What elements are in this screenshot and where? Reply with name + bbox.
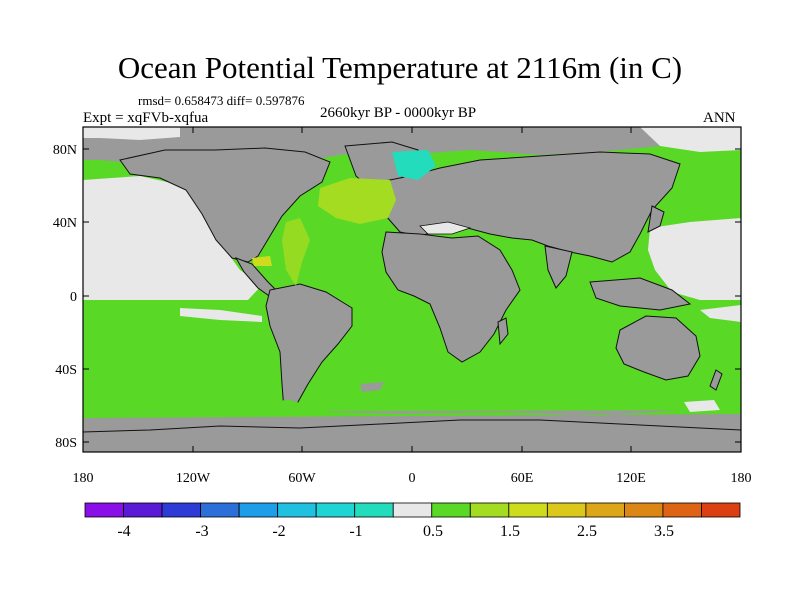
colorbar-box xyxy=(469,502,510,518)
plot-title: Ocean Potential Temperature at 2116m (in… xyxy=(117,50,683,85)
east-pacific-neutral-band xyxy=(180,308,262,322)
colorbar-label: -3 xyxy=(195,523,208,540)
rmsd-diff-text: rmsd= 0.658473 diff= 0.597876 xyxy=(138,93,305,108)
season-label: ANN xyxy=(703,110,736,126)
colorbar-label: 3.5 xyxy=(654,523,674,540)
colorbar-box xyxy=(701,502,741,518)
arctic-neutral-patch xyxy=(83,127,180,140)
colorbar-box xyxy=(277,502,317,518)
lat-label: 40S xyxy=(55,363,77,378)
longitude-axis: 180 120W 60W 0 60E 120E 180 xyxy=(73,127,752,486)
colorbar-label: -1 xyxy=(349,523,362,540)
experiment-label: Expt = xqFVb-xqfua xyxy=(83,110,209,126)
nordic-seas-cool-anomaly xyxy=(392,150,436,180)
india xyxy=(544,245,573,289)
madagascar xyxy=(497,317,509,346)
colorbar xyxy=(84,502,741,518)
lon-label: 120W xyxy=(176,471,211,486)
colorbar-label: -2 xyxy=(272,523,285,540)
colorbar-box xyxy=(585,502,625,518)
lat-label: 80S xyxy=(55,436,77,451)
africa xyxy=(381,231,521,363)
period-label: 2660kyr BP - 0000kyr BP xyxy=(320,105,477,121)
antarctica-coast xyxy=(83,419,741,433)
colorbar-box xyxy=(431,502,471,518)
colorbar-box xyxy=(84,502,124,518)
lon-label: 60W xyxy=(288,471,316,486)
arctic-neutral-patch-east xyxy=(640,127,741,152)
mediterranean xyxy=(419,221,472,235)
maritime-continent xyxy=(589,277,692,311)
colorbar-labels: -4 -3 -2 -1 0.5 1.5 2.5 3.5 xyxy=(117,523,674,540)
colorbar-box xyxy=(123,502,163,518)
lon-label: 120E xyxy=(616,471,646,486)
south-america xyxy=(265,283,353,415)
australia xyxy=(615,315,701,381)
colorbar-label: 1.5 xyxy=(500,523,520,540)
south-atlantic-grey-patch xyxy=(360,382,384,392)
colorbar-label: 2.5 xyxy=(577,523,597,540)
colorbar-box xyxy=(354,502,394,518)
lat-label: 40N xyxy=(53,216,77,231)
southern-ocean-green xyxy=(83,400,741,418)
latitude-axis: 80N 40N 0 40S 80S xyxy=(53,143,741,451)
colorbar-box xyxy=(200,502,240,518)
new-zealand xyxy=(709,369,723,391)
lon-label: 0 xyxy=(409,471,416,486)
japan xyxy=(647,205,665,233)
pacific-neutral-east-2 xyxy=(700,305,741,322)
colorbar-box xyxy=(315,502,356,518)
colorbar-box xyxy=(238,502,279,518)
north-america xyxy=(119,147,331,263)
lat-label: 0 xyxy=(70,290,77,305)
colorbar-label: -4 xyxy=(117,523,130,540)
north-atlantic-warm-anomaly xyxy=(318,178,396,224)
colorbar-box xyxy=(508,502,548,518)
colorbar-box xyxy=(161,502,201,518)
colorbar-box xyxy=(662,502,702,518)
pacific-neutral-west xyxy=(83,176,262,300)
lon-label: 180 xyxy=(731,471,752,486)
pacific-neutral-east xyxy=(648,218,741,300)
colorbar-box xyxy=(392,502,433,518)
southern-neutral-patch xyxy=(684,400,720,412)
west-atlantic-warm-anomaly xyxy=(282,218,310,286)
lon-label: 60E xyxy=(511,471,534,486)
southern-ocean-grey xyxy=(83,410,741,452)
colorbar-box xyxy=(624,502,664,518)
lat-label: 80N xyxy=(53,143,77,158)
colorbar-label: 0.5 xyxy=(423,523,443,540)
colorbar-box xyxy=(546,502,587,518)
map-area xyxy=(83,127,741,452)
lon-label: 180 xyxy=(73,471,94,486)
gulf-warm-anomaly xyxy=(252,256,272,266)
